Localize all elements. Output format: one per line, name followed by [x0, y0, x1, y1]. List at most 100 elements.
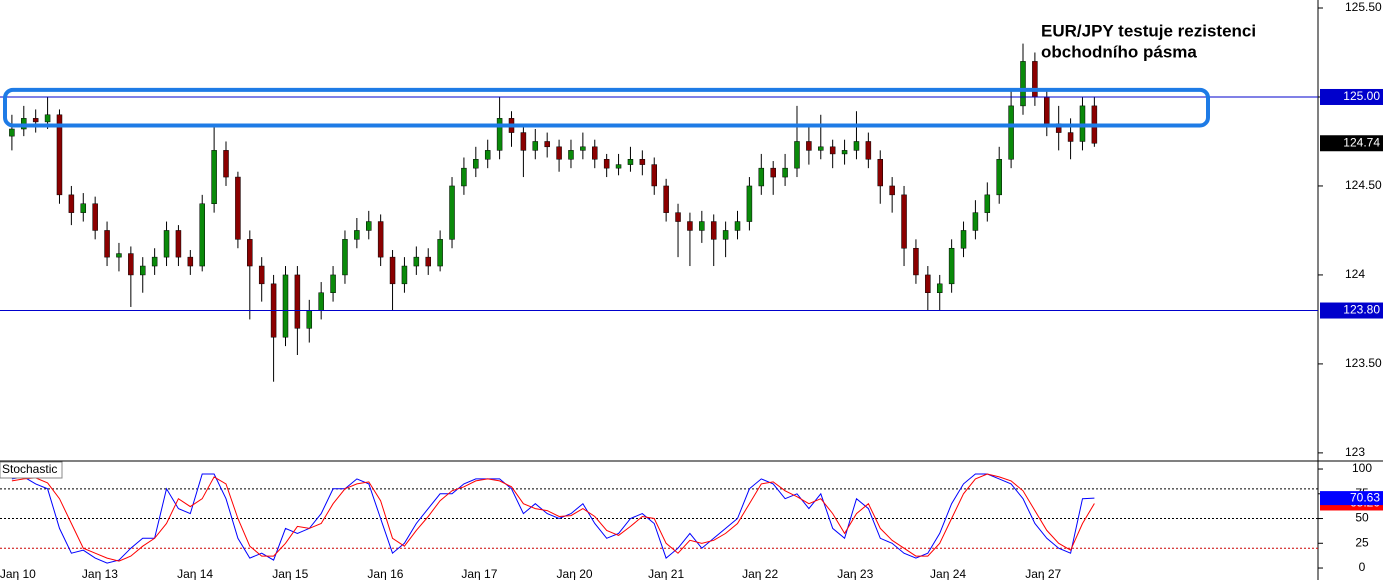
candle-body [984, 194, 991, 213]
candle-body [1008, 105, 1014, 160]
y-tick-label: 124.50 [1345, 178, 1382, 192]
candle-body [44, 114, 51, 123]
x-tick-label: Jan 14 [177, 567, 213, 580]
value-label-box [1320, 491, 1383, 506]
candle-body [722, 230, 729, 240]
x-tick-label: Jan 21 [648, 567, 684, 580]
candle-body [1044, 96, 1050, 124]
candle-body [818, 146, 824, 151]
stochastic-line [11, 473, 1095, 564]
annotation: EUR/JPY testuje rezistenci [1041, 21, 1256, 40]
candle-body [294, 274, 301, 329]
candle-body [128, 253, 134, 276]
candle-body [925, 274, 931, 293]
candle-body [401, 265, 408, 285]
candle-body [223, 150, 229, 178]
x-tick-label: Jan 27 [1025, 567, 1061, 580]
candle-body [354, 230, 360, 240]
candle-body [235, 176, 241, 240]
candle-body [366, 221, 372, 231]
last-price-label: 124.74 [1343, 135, 1380, 149]
candle-body [794, 141, 800, 169]
candle-body [782, 167, 788, 178]
candle-body [484, 150, 491, 160]
candle-body [413, 256, 420, 267]
x-tick-label: Jan 10 [0, 567, 36, 580]
candle-body [389, 256, 396, 285]
candle-body [675, 212, 681, 222]
level-label: 123.80 [1343, 303, 1380, 317]
candle-body [556, 146, 562, 160]
candle-body [806, 141, 812, 151]
candle-body [318, 292, 324, 311]
x-tick-label: Jan 22 [742, 567, 778, 580]
candle-body [734, 221, 741, 231]
candle-body [639, 159, 646, 165]
candle-body [282, 274, 289, 338]
candle-body [104, 230, 110, 258]
candle-body [1067, 132, 1074, 142]
candle-body [187, 256, 194, 267]
x-tick-label: Jan 23 [837, 567, 873, 580]
candle-body [116, 253, 122, 258]
x-tick-label: Jan 24 [930, 567, 966, 580]
candle-body [568, 150, 574, 160]
candle-body [211, 150, 217, 205]
candle-body [175, 230, 182, 258]
y-tick-label: 50 [1355, 511, 1369, 525]
panel-title: Stochastic [2, 462, 57, 476]
candle-body [32, 118, 39, 123]
candle-body [877, 159, 884, 187]
candle-body [687, 221, 693, 231]
candle-body [163, 230, 170, 258]
y-tick-label: 125.50 [1345, 0, 1382, 14]
candle-body [258, 265, 265, 285]
candle-body [520, 132, 527, 151]
y-tick-label: 0 [1359, 560, 1366, 574]
y-tick-label: 100 [1352, 461, 1372, 475]
candle-body [603, 159, 610, 169]
level-label-box [1320, 302, 1383, 319]
candle-body [56, 114, 63, 196]
value-label: 70.63 [1350, 490, 1380, 504]
candle-body [913, 247, 919, 276]
panel-title-box [0, 461, 63, 479]
candle-body [580, 146, 586, 151]
y-tick-label: 124 [1345, 267, 1365, 281]
candle-body [80, 203, 87, 213]
candle-body [437, 239, 443, 267]
candle-body [342, 239, 348, 276]
candle-body [151, 256, 158, 267]
candle-body [746, 185, 753, 222]
candle-body [770, 167, 776, 178]
candle-body [425, 256, 431, 267]
candle-body [710, 221, 717, 240]
x-tick-label: Jan 13 [82, 567, 118, 580]
level-label-box [1320, 88, 1383, 105]
x-tick-label: Jan 16 [367, 567, 403, 580]
resistance-zone [3, 87, 1210, 128]
annotation: obchodního pásma [1041, 42, 1197, 61]
candle-body [758, 167, 765, 187]
candle-body [68, 194, 75, 213]
candle-body [449, 185, 455, 240]
candle-body [627, 159, 634, 165]
candle-body [92, 203, 98, 231]
candle-body [199, 203, 205, 267]
candle-body [9, 128, 15, 137]
candle-body [901, 194, 907, 249]
candle-body [651, 164, 657, 187]
x-tick-label: Jan 17 [461, 567, 497, 580]
candle-body [960, 230, 967, 249]
candle-body [306, 310, 313, 329]
x-tick-label: Jan 20 [557, 567, 593, 580]
candle-body [699, 221, 705, 231]
candle-body [544, 141, 550, 148]
y-tick-label: 123.50 [1345, 356, 1382, 370]
stochastic-line [11, 473, 1095, 562]
candle-body [996, 159, 1002, 196]
candle-body [330, 274, 336, 293]
candle-body [972, 212, 979, 231]
